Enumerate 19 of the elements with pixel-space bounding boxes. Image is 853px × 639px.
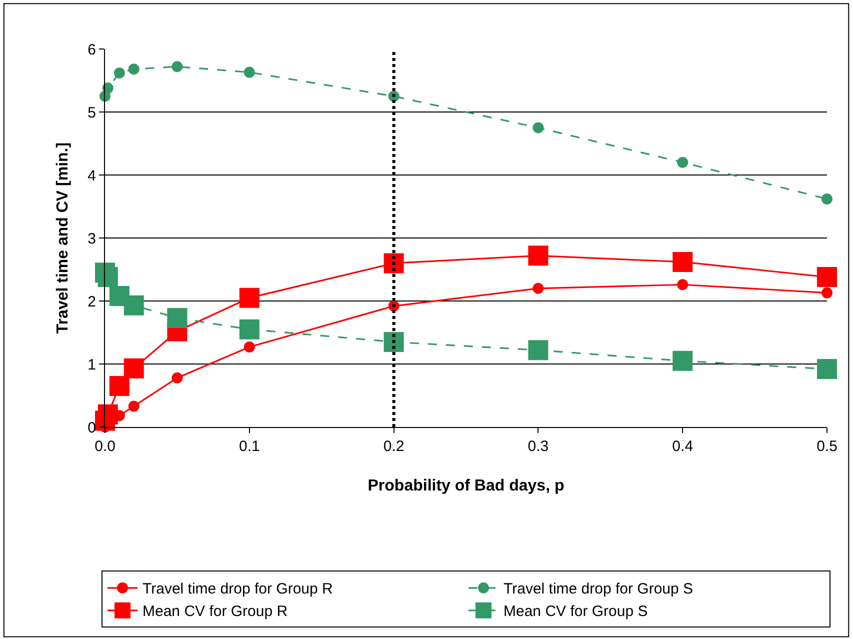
legend-label: Travel time drop for Group S [504, 580, 694, 598]
x-tick-label: 0.2 [383, 438, 404, 455]
x-tick-label: 0.3 [528, 438, 549, 455]
y-tick-label: 3 [88, 230, 96, 248]
legend-label: Mean CV for Group R [142, 603, 288, 620]
y-tick-label: 4 [88, 167, 96, 184]
y-axis-title: Travel time and CV [min.] [54, 142, 72, 334]
legend-label: Travel time drop for Group R [142, 580, 334, 598]
y-tick-label: 2 [88, 293, 96, 310]
x-tick-label: 0.5 [816, 438, 838, 455]
y-tick-label: 5 [88, 104, 96, 122]
x-axis-title: Probability of Bad days, p [368, 478, 564, 495]
legend-label: Mean CV for Group S [504, 603, 648, 620]
y-tick-label: 0 [88, 419, 96, 436]
y-tick-label: 6 [88, 41, 96, 58]
x-tick-label: 0.0 [94, 438, 116, 455]
x-tick-label: 0.1 [238, 438, 260, 455]
x-tick-label: 0.4 [672, 438, 694, 455]
y-tick-label: 1 [88, 356, 96, 374]
